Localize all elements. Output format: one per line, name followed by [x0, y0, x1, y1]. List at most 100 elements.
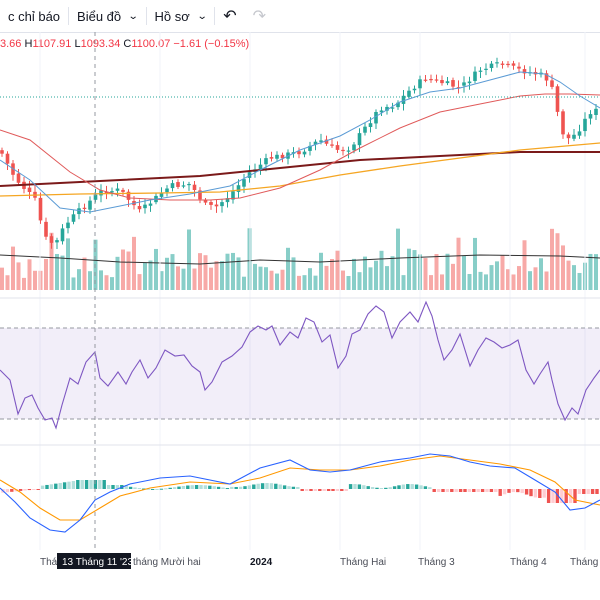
volume-bar: [0, 267, 4, 290]
volume-bar: [291, 257, 296, 290]
candle-body: [572, 134, 576, 139]
macd-histogram-bar: [410, 484, 414, 489]
macd-histogram-bar: [384, 487, 388, 489]
candle-body: [0, 150, 4, 154]
candle-body: [473, 71, 477, 81]
volume-bar: [363, 256, 367, 290]
chevron-down-icon: ⌄: [196, 10, 208, 22]
candle-body: [313, 141, 318, 145]
candle-body: [71, 214, 76, 222]
chevron-down-icon: ⌄: [127, 10, 139, 22]
macd-histogram-bar: [190, 485, 194, 489]
candle-body: [198, 190, 202, 200]
macd-histogram-bar: [300, 489, 304, 491]
candle-body: [363, 126, 367, 133]
volume-bar: [225, 253, 230, 290]
indicators-button[interactable]: c chỉ báo: [0, 0, 68, 32]
crosshair-date-tag: [57, 553, 131, 569]
volume-bar: [451, 263, 455, 290]
time-axis: Thá tháng Mười hai 2024 Tháng Hai Tháng 3 Thá…: [40, 32, 598, 569]
volume-bar: [572, 265, 576, 290]
low-value: 1093.34: [80, 38, 121, 50]
candle-body: [594, 108, 598, 115]
macd-histogram-bar: [150, 488, 155, 490]
macd-histogram-bar: [93, 480, 98, 489]
candle-body: [341, 149, 345, 152]
volume-bar: [198, 253, 202, 290]
candle-body: [522, 69, 527, 74]
candle-body: [16, 173, 21, 183]
macd-histogram-bar: [388, 487, 392, 489]
volume-bar: [82, 257, 87, 290]
macd-histogram-bar: [225, 488, 230, 490]
volume-bar: [401, 275, 406, 290]
macd-histogram-bar: [555, 489, 560, 503]
candle-body: [209, 202, 213, 205]
macd-histogram-bar: [89, 480, 93, 489]
candle-body: [357, 133, 362, 146]
volume-bar: [577, 272, 582, 290]
macd-histogram-bar: [32, 489, 36, 490]
candle-body: [82, 207, 87, 209]
candle-body: [148, 203, 153, 206]
macd-histogram-bar: [489, 489, 494, 492]
macd-histogram-bar: [582, 489, 586, 494]
indicators-label: c chỉ báo: [8, 8, 61, 24]
candle-body: [511, 63, 516, 66]
undo-button[interactable]: ↶: [215, 0, 244, 32]
volume-bar: [264, 267, 268, 290]
macd-histogram-bar: [502, 489, 507, 495]
macd-histogram-bar: [71, 480, 76, 489]
macd-histogram-bar: [551, 489, 555, 503]
open-value: 3.66: [0, 38, 22, 50]
macd-histogram-bar: [370, 487, 375, 489]
macd-histogram-bar: [291, 486, 296, 489]
candle-body: [110, 191, 114, 193]
candle-body: [423, 79, 428, 81]
close-key: C: [123, 38, 132, 50]
candle-body: [104, 191, 109, 194]
candle-body: [500, 63, 505, 65]
volume-bar: [275, 273, 279, 290]
macd-histogram-bar: [269, 483, 274, 489]
candle-body: [544, 73, 549, 81]
candle-body: [506, 63, 510, 66]
candle-body: [407, 90, 411, 97]
volume-bar: [396, 228, 400, 290]
macd-histogram-bar: [322, 489, 326, 491]
chart-type-label: Biểu đồ: [77, 8, 122, 24]
volume-bar: [462, 256, 466, 290]
volume-bar: [209, 267, 213, 290]
volume-bar: [368, 267, 373, 290]
macd-histogram-bar: [326, 489, 331, 491]
macd-histogram-bar: [463, 489, 467, 492]
candle-body: [517, 66, 521, 69]
macd-histogram-bar: [133, 487, 137, 489]
volume-bar: [236, 257, 241, 290]
macd-histogram-bar: [49, 484, 54, 489]
candle-body: [66, 222, 70, 229]
volume-bar: [165, 257, 169, 290]
volume-bar: [407, 248, 411, 290]
macd-histogram-bar: [423, 486, 428, 489]
volume-bar: [374, 260, 378, 290]
macd-histogram-bar: [142, 488, 146, 490]
chart-type-button[interactable]: Biểu đồ ⌄: [69, 0, 145, 32]
candle-body: [583, 118, 587, 132]
macd-histogram-bar: [76, 480, 80, 489]
volume-bar: [220, 261, 224, 290]
macd-histogram-bar: [208, 485, 212, 489]
redo-button[interactable]: ↷: [245, 0, 274, 32]
volume-bar: [489, 265, 494, 290]
volume-bar: [539, 258, 543, 290]
high-value: 1107.91: [32, 38, 72, 50]
volume-bar: [588, 253, 593, 290]
profile-button[interactable]: Hồ sơ ⌄: [147, 0, 215, 32]
volume-bar: [594, 254, 598, 290]
candle-body: [379, 110, 384, 113]
candle-body: [561, 111, 565, 135]
low-key: L: [74, 38, 81, 50]
macd-histogram-bar: [304, 489, 309, 491]
macd-histogram-bar: [177, 486, 181, 489]
